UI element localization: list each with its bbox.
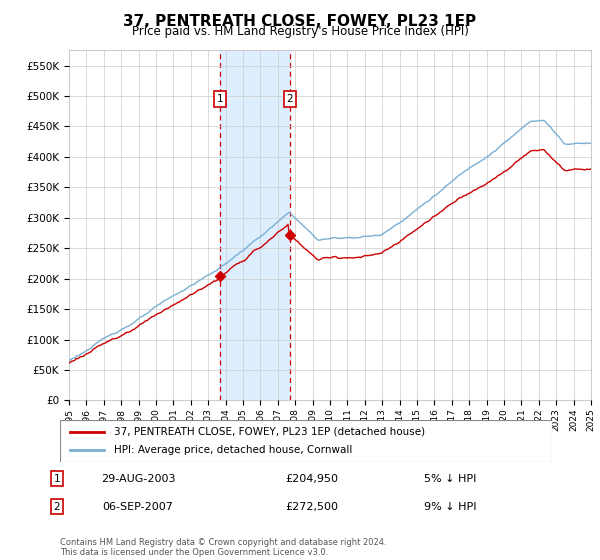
Text: 37, PENTREATH CLOSE, FOWEY, PL23 1EP: 37, PENTREATH CLOSE, FOWEY, PL23 1EP (124, 14, 476, 29)
Text: 9% ↓ HPI: 9% ↓ HPI (424, 502, 476, 512)
Text: £272,500: £272,500 (286, 502, 338, 512)
Bar (220, 50, 290, 400)
Text: Price paid vs. HM Land Registry's House Price Index (HPI): Price paid vs. HM Land Registry's House … (131, 25, 469, 38)
Text: 1: 1 (53, 474, 61, 484)
Text: 1: 1 (217, 94, 223, 104)
Text: 06-SEP-2007: 06-SEP-2007 (103, 502, 173, 512)
Text: HPI: Average price, detached house, Cornwall: HPI: Average price, detached house, Corn… (114, 445, 352, 455)
Text: £204,950: £204,950 (286, 474, 338, 484)
Text: 37, PENTREATH CLOSE, FOWEY, PL23 1EP (detached house): 37, PENTREATH CLOSE, FOWEY, PL23 1EP (de… (114, 427, 425, 437)
Text: 2: 2 (286, 94, 293, 104)
Text: Contains HM Land Registry data © Crown copyright and database right 2024.
This d: Contains HM Land Registry data © Crown c… (60, 538, 386, 557)
Text: 2: 2 (53, 502, 61, 512)
Text: 29-AUG-2003: 29-AUG-2003 (101, 474, 175, 484)
Text: 5% ↓ HPI: 5% ↓ HPI (424, 474, 476, 484)
